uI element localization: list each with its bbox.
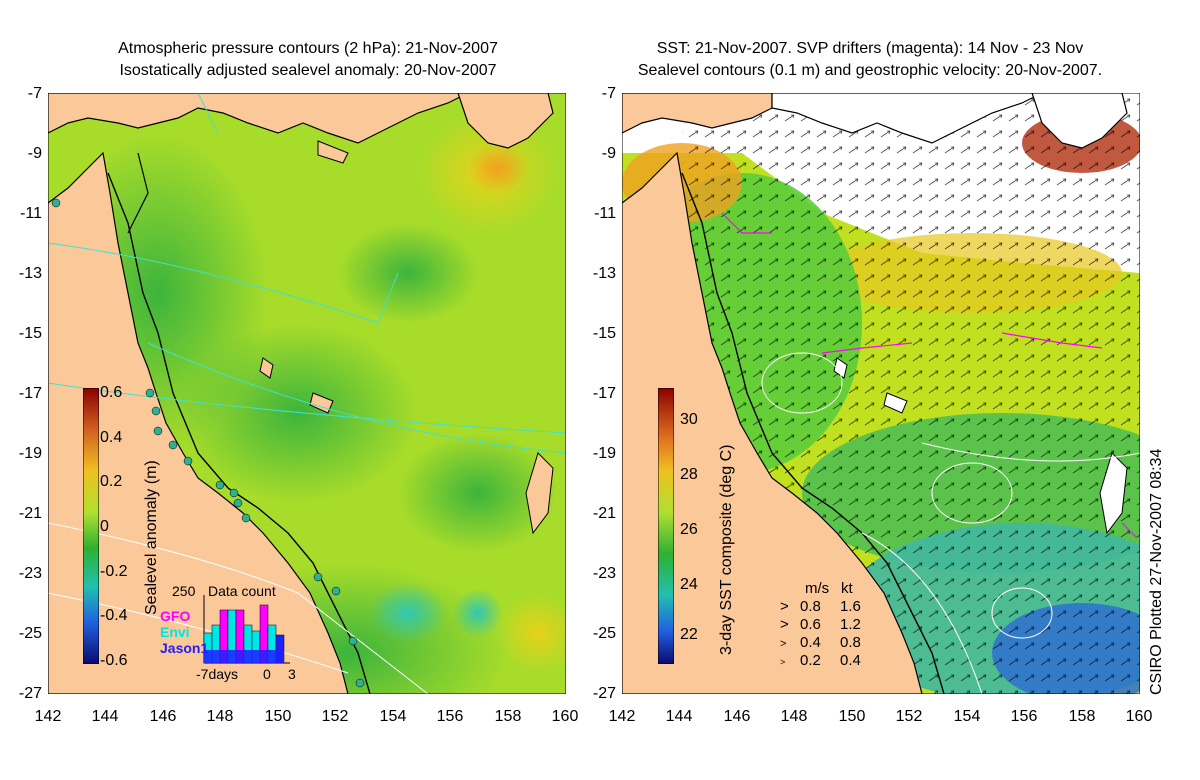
lat-label: -21 (18, 505, 42, 522)
lon-label: 148 (780, 708, 808, 725)
lat-label: -9 (601, 145, 616, 162)
histogram-legend-envi: Envi (160, 624, 190, 640)
left-cb-tick: -0.6 (100, 652, 128, 669)
velocity-ms: 0.4 (800, 634, 821, 651)
lat-label: -13 (592, 265, 616, 282)
left-title-line2: Isostatically adjusted sealevel anomaly:… (119, 62, 497, 79)
left-cb-tick: 0.4 (100, 429, 123, 446)
lat-label: -15 (592, 325, 616, 342)
left-colorbar (83, 388, 99, 664)
velocity-kt: 0.4 (840, 652, 861, 669)
velocity-header-kt: kt (841, 580, 853, 597)
histogram-xlabel-zero: 0 (263, 666, 271, 682)
left-title-line1: Atmospheric pressure contours (2 hPa): 2… (118, 40, 498, 57)
lat-label: -21 (592, 505, 616, 522)
lat-label: -25 (18, 625, 42, 642)
velocity-kt: 0.8 (840, 634, 861, 651)
right-cb-tick: 30 (680, 411, 698, 428)
velocity-ms: 0.6 (800, 616, 821, 633)
right-cb-tick: 26 (680, 521, 698, 538)
lon-label: 154 (379, 708, 407, 725)
lon-label: 152 (321, 708, 349, 725)
lon-label: 152 (895, 708, 923, 725)
right-title-line1: SST: 21-Nov-2007. SVP drifters (magenta)… (656, 40, 1084, 57)
left-cb-tick: -0.2 (100, 563, 128, 580)
right-cb-tick: 28 (680, 466, 698, 483)
velocity-header-ms: m/s (805, 580, 830, 597)
lat-label: -11 (594, 205, 616, 222)
velocity-kt: 1.2 (840, 616, 861, 633)
lat-label: -19 (18, 445, 42, 462)
lat-label: -17 (592, 385, 616, 402)
velocity-ms: 0.2 (800, 652, 821, 669)
lon-label: 156 (1010, 708, 1038, 725)
right-cb-tick: 22 (680, 626, 698, 643)
lon-label: 146 (723, 708, 751, 725)
lat-label: -25 (592, 625, 616, 642)
histogram-ymax: 250 (172, 583, 196, 599)
lon-label: 146 (149, 708, 177, 725)
lat-label: -11 (20, 205, 42, 222)
lat-label: -9 (27, 145, 42, 162)
lat-label: -7 (27, 85, 42, 102)
left-map (48, 93, 566, 694)
lon-label: 154 (953, 708, 981, 725)
lon-label: 150 (264, 708, 292, 725)
lat-label: -23 (592, 565, 616, 582)
left-colorbar-label: Sealevel anomaly (m) (143, 460, 160, 615)
velocity-kt: 1.6 (840, 598, 861, 615)
left-cb-tick: -0.4 (100, 607, 128, 624)
lon-label: 160 (1125, 708, 1153, 725)
lon-label: 144 (91, 708, 119, 725)
histogram-xlabel-start: -7days (196, 666, 239, 682)
lon-label: 148 (206, 708, 234, 725)
lat-label: -23 (18, 565, 42, 582)
lat-label: -27 (18, 685, 42, 702)
right-map (622, 93, 1140, 694)
arrow-06-icon: > (780, 616, 789, 633)
lon-label: 144 (665, 708, 693, 725)
left-cb-tick: 0.6 (100, 384, 123, 401)
arrow-04-icon: > (780, 638, 787, 650)
arrow-02-icon: > (780, 657, 786, 667)
right-cb-tick: 24 (680, 576, 698, 593)
lon-label: 156 (436, 708, 464, 725)
lon-label: 150 (838, 708, 866, 725)
histogram-title: Data count (208, 583, 276, 599)
histogram-xlabel-end: 3 (288, 666, 296, 682)
right-colorbar-label: 3-day SST composite (deg C) (718, 444, 735, 655)
left-cb-tick: 0.2 (100, 473, 123, 490)
lat-label: -13 (18, 265, 42, 282)
lat-label: -7 (601, 85, 616, 102)
histogram-legend-jason1: Jason1 (160, 640, 209, 656)
right-title-line2: Sealevel contours (0.1 m) and geostrophi… (637, 62, 1103, 79)
data-count-histogram (203, 595, 290, 664)
lat-label: -19 (592, 445, 616, 462)
right-colorbar (658, 388, 674, 664)
lat-label: -15 (18, 325, 42, 342)
lon-label: 160 (551, 708, 579, 725)
lat-label: -17 (18, 385, 42, 402)
lon-label: 142 (34, 708, 62, 725)
velocity-ms: 0.8 (800, 598, 821, 615)
plot-credit: CSIRO Plotted 27-Nov-2007 08:34 (1148, 448, 1165, 695)
lat-label: -27 (592, 685, 616, 702)
lon-label: 158 (1068, 708, 1096, 725)
histogram-legend-gfo: GFO (160, 608, 191, 624)
left-cb-tick: 0 (100, 518, 109, 535)
arrow-08-icon: > (780, 598, 789, 615)
lon-label: 158 (494, 708, 522, 725)
lon-label: 142 (608, 708, 636, 725)
